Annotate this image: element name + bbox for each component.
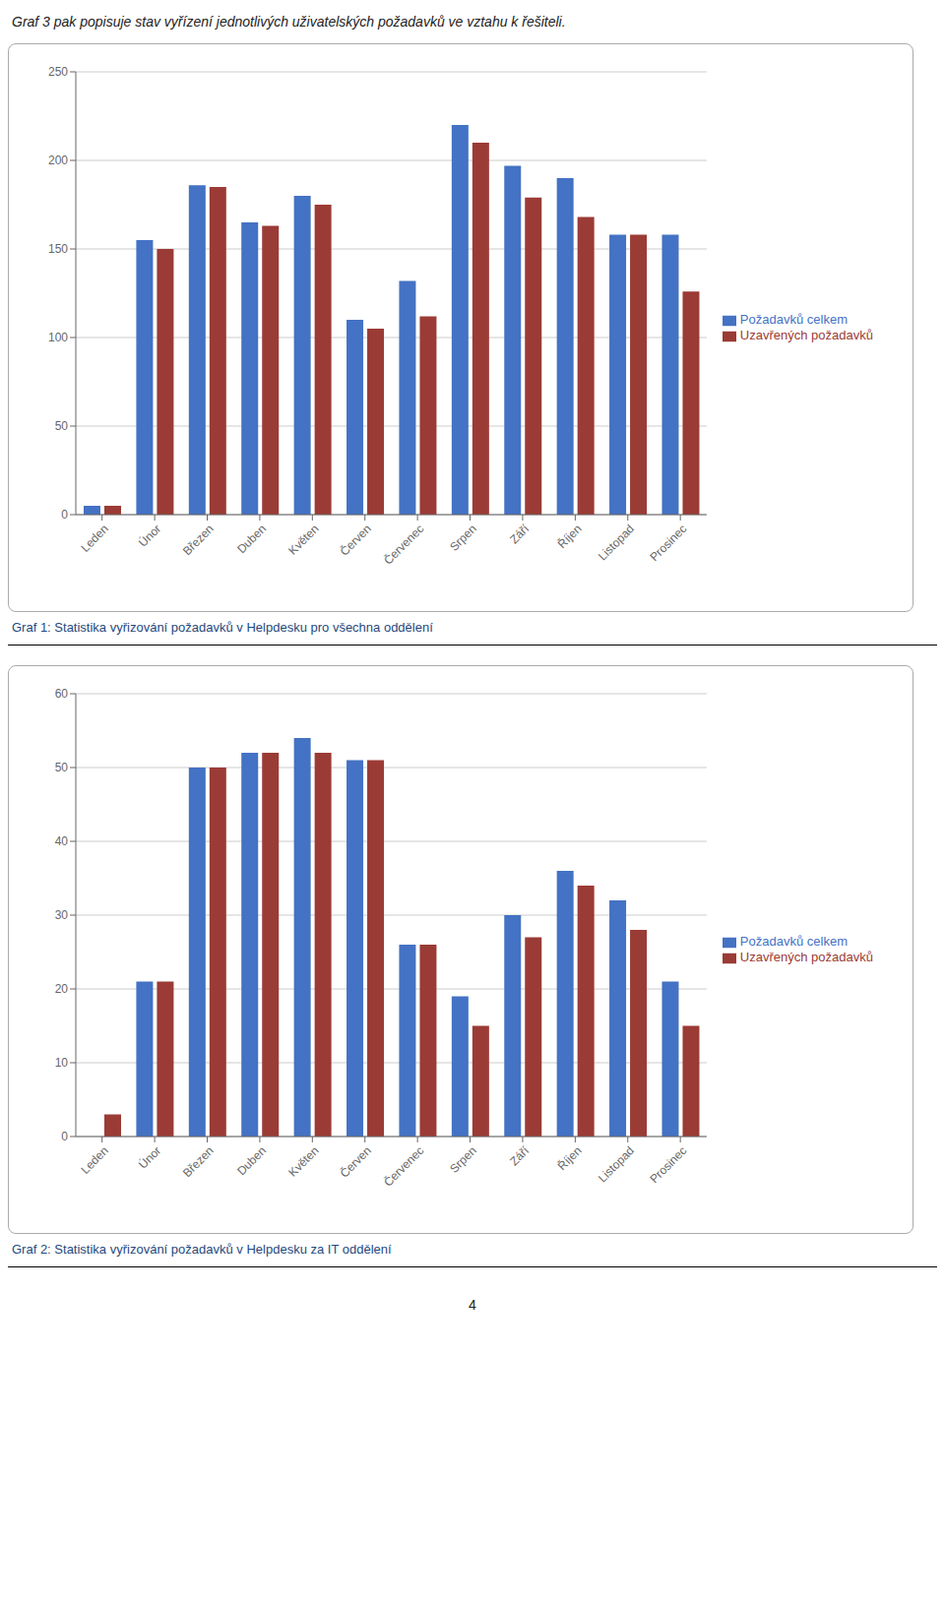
svg-text:150: 150 (48, 242, 68, 256)
html-text:Požadavků celkem: Požadavků celkem (740, 934, 848, 950)
svg-text:0: 0 (61, 1130, 68, 1144)
svg-text:Srpen: Srpen (446, 1143, 480, 1177)
svg-text:Říjen: Říjen (554, 1143, 584, 1174)
svg-text:Listopad: Listopad (595, 521, 637, 564)
svg-text:0: 0 (61, 507, 68, 522)
svg-text:50: 50 (55, 760, 69, 775)
svg-text:Září: Září (506, 521, 532, 547)
svg-text:10: 10 (55, 1056, 69, 1071)
svg-text:40: 40 (55, 834, 69, 849)
svg-text:Únor: Únor (134, 521, 164, 551)
svg-text:60: 60 (55, 687, 69, 701)
html-text:Graf 2: Statistika vyřizování: Graf 2: Statistika vyřizování požadavků … (11, 1242, 392, 1258)
svg-text:Červenec: Červenec (379, 1143, 427, 1191)
svg-text:30: 30 (55, 908, 69, 923)
svg-text:20: 20 (55, 982, 69, 997)
html-text:Uzavřených požadavků: Uzavřených požadavků (740, 949, 874, 965)
svg-text:Říjen: Říjen (554, 521, 584, 552)
html-text:Graf 1: Statistika vyřizování: Graf 1: Statistika vyřizování požadavků … (11, 620, 433, 635)
svg-text:Srpen: Srpen (446, 521, 480, 555)
svg-text:Červen: Červen (336, 521, 375, 560)
html-text:Graf 3 pak popisuje stav vyříz: Graf 3 pak popisuje stav vyřízení jednot… (11, 13, 566, 30)
html-text:4: 4 (468, 1297, 477, 1314)
svg-text:Září: Září (506, 1143, 532, 1169)
svg-text:Červenec: Červenec (379, 521, 427, 568)
svg-text:Duben: Duben (234, 521, 269, 557)
svg-text:250: 250 (48, 64, 68, 79)
svg-text:100: 100 (48, 330, 68, 345)
svg-text:Prosinec: Prosinec (646, 521, 690, 565)
html-text:Požadavků celkem: Požadavků celkem (740, 312, 848, 328)
svg-text:Leden: Leden (77, 521, 111, 555)
svg-text:50: 50 (55, 419, 69, 434)
svg-text:Květen: Květen (285, 521, 321, 558)
svg-text:Březen: Březen (180, 1143, 217, 1181)
svg-text:Duben: Duben (234, 1143, 269, 1179)
svg-text:Únor: Únor (134, 1143, 164, 1173)
svg-text:200: 200 (48, 153, 68, 168)
svg-text:Květen: Květen (285, 1143, 321, 1180)
svg-text:Březen: Březen (180, 521, 217, 559)
svg-text:Prosinec: Prosinec (646, 1143, 690, 1187)
svg-text:Červen: Červen (336, 1143, 375, 1182)
svg-text:Leden: Leden (77, 1143, 111, 1177)
html-text:Uzavřených požadavků: Uzavřených požadavků (740, 327, 874, 343)
svg-text:Listopad: Listopad (595, 1143, 637, 1186)
